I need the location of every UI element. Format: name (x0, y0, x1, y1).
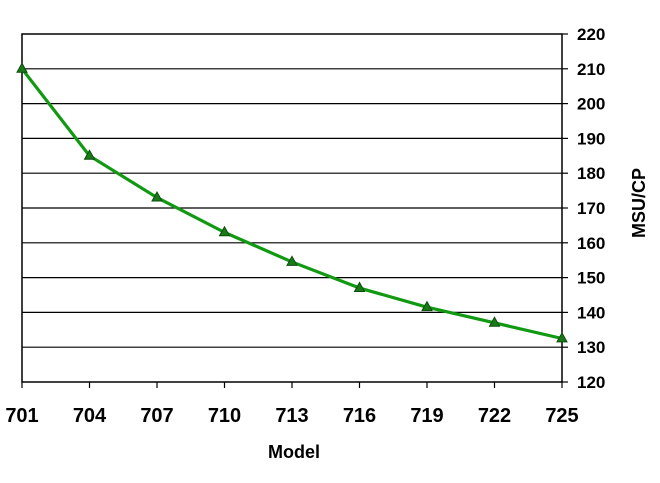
y-axis-tick-labels: 120 130 140 150 160 170 180 190 200 210 220 (577, 25, 605, 392)
data-point-marker (218, 225, 231, 237)
data-point-marker (556, 331, 568, 343)
x-tick-label: 722 (478, 405, 511, 427)
data-point-marker (151, 190, 163, 202)
x-tick-label: 725 (545, 405, 578, 427)
data-point-marker (286, 255, 298, 266)
data-point-marker (353, 281, 366, 292)
y-tick-label: 190 (577, 129, 605, 148)
data-point-marker (421, 300, 433, 312)
y-tick-label: 180 (577, 164, 605, 183)
x-tick-label: 710 (208, 405, 241, 427)
y-tick-label: 170 (577, 199, 605, 218)
series-line (20, 67, 564, 341)
y-tick-label: 130 (577, 338, 605, 357)
axis-ticks (21, 33, 568, 388)
y-tick-label: 140 (577, 303, 605, 322)
x-tick-label: 704 (73, 405, 107, 427)
y-tick-label: 220 (577, 25, 605, 44)
x-tick-label: 716 (343, 405, 376, 427)
y-tick-label: 120 (577, 373, 605, 392)
y-tick-label: 200 (577, 95, 605, 114)
y-tick-label: 210 (577, 60, 605, 79)
series-layer (16, 62, 568, 343)
y-tick-label: 150 (577, 269, 605, 288)
x-tick-label: 707 (140, 405, 173, 427)
y-tick-label: 160 (577, 234, 605, 253)
x-tick-label: 701 (5, 405, 38, 427)
data-point-marker (83, 149, 96, 160)
x-tick-label: 713 (275, 405, 308, 427)
x-axis-tick-labels: 701 704 707 710 713 716 719 722 725 (5, 405, 578, 427)
y-axis-title: MSU/CP (629, 168, 649, 238)
data-point-marker (488, 316, 501, 327)
data-point-marker (16, 62, 28, 73)
gridlines (22, 68, 562, 348)
x-tick-label: 719 (410, 405, 443, 427)
x-axis-title: Model (268, 442, 320, 462)
